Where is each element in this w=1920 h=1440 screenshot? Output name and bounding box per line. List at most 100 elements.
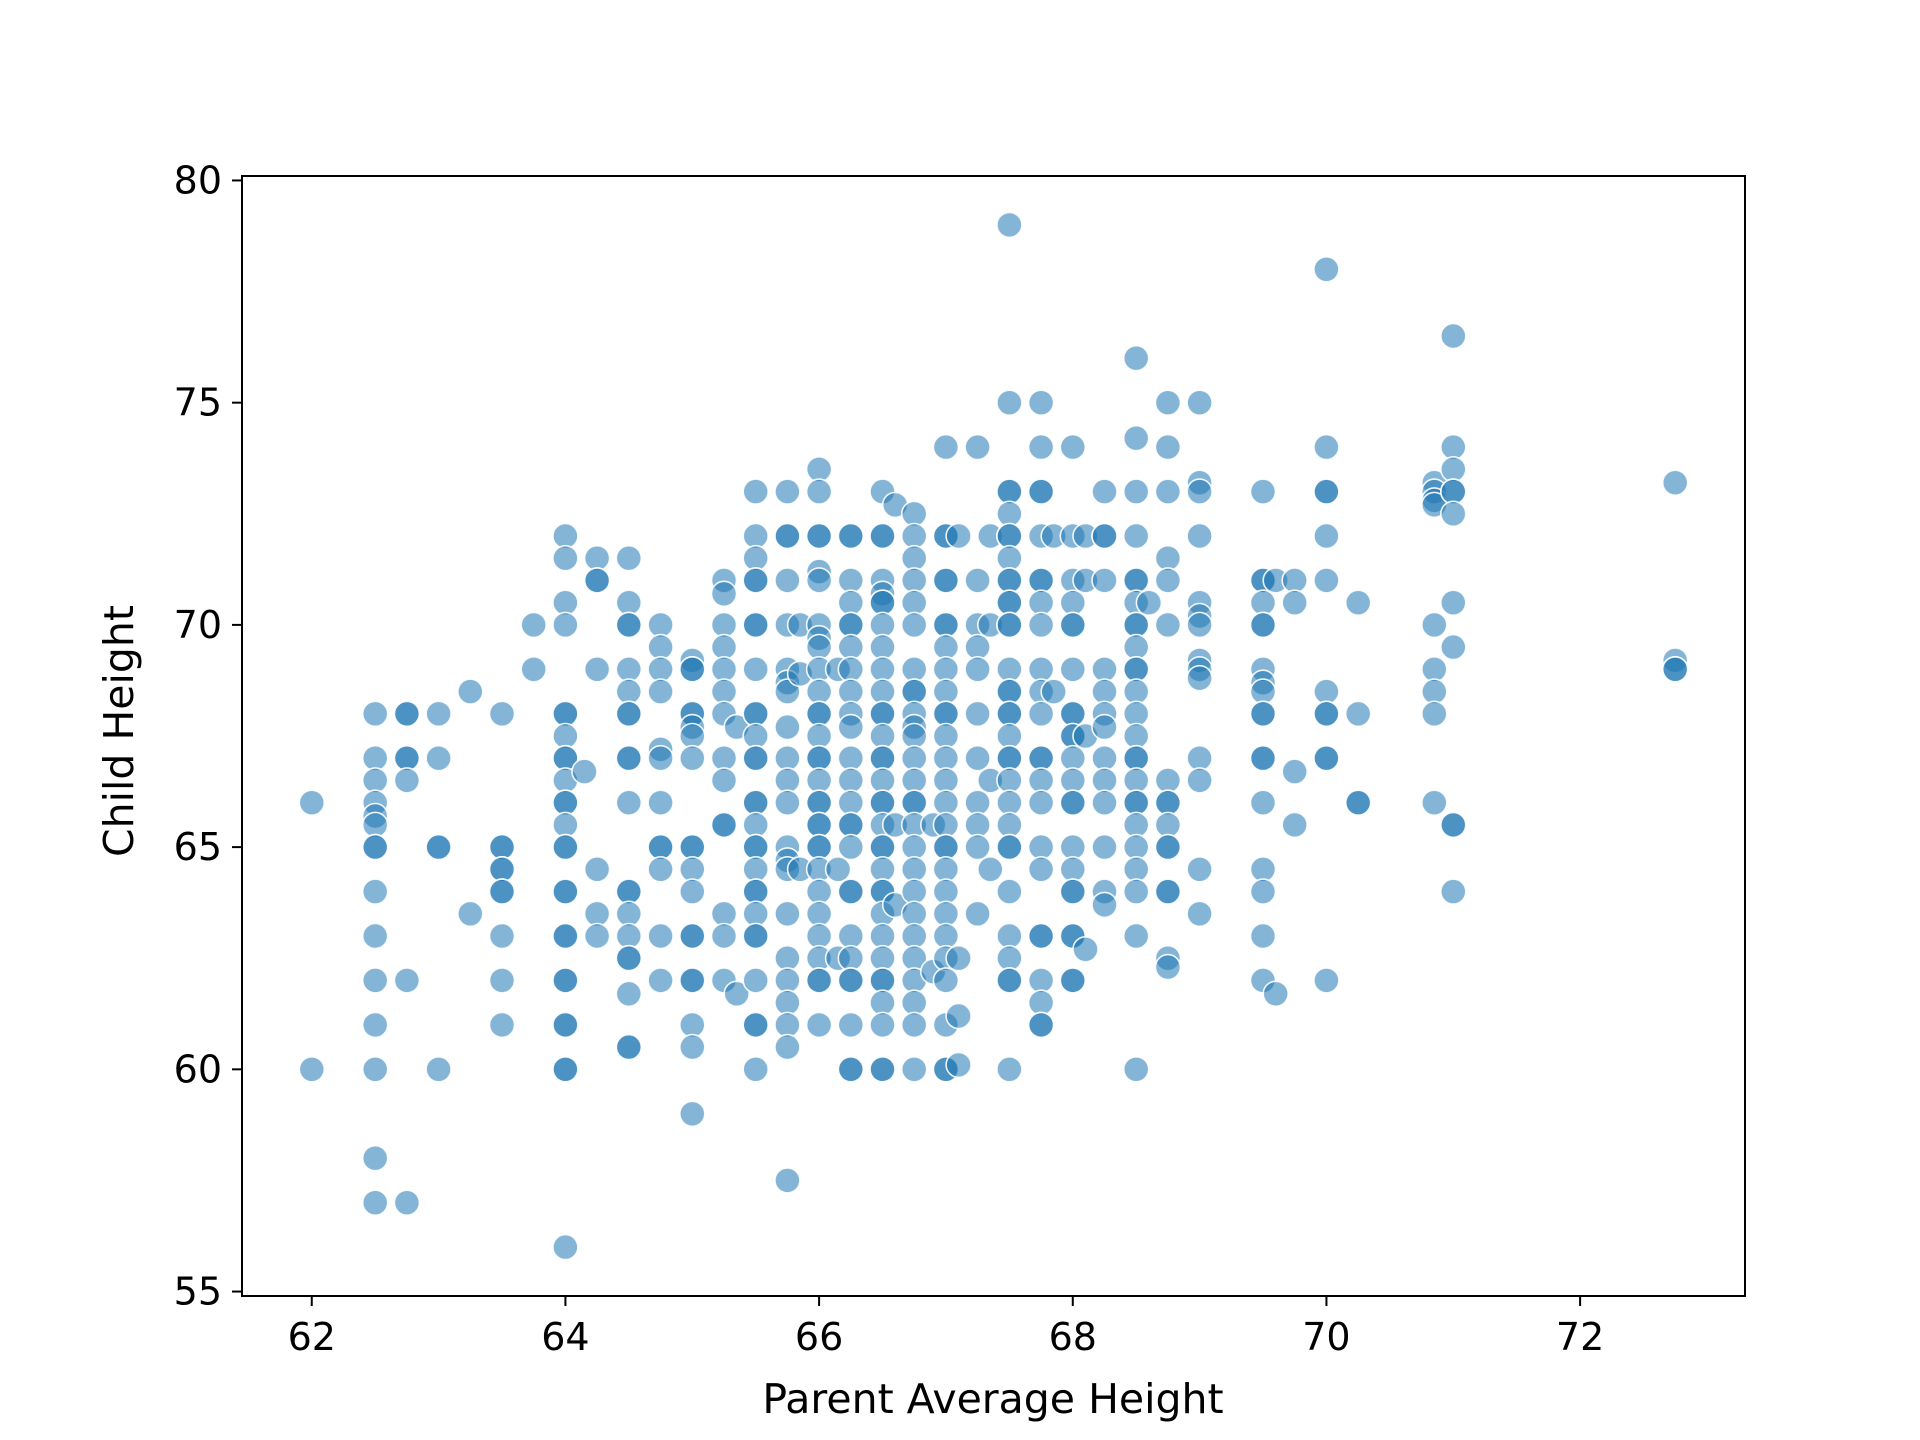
scatter-point xyxy=(1313,744,1340,772)
scatter-point xyxy=(945,1002,972,1030)
scatter-point xyxy=(996,922,1023,950)
scatter-point xyxy=(996,1056,1023,1083)
scatter-point xyxy=(615,744,643,772)
scatter-point xyxy=(900,544,928,572)
scatter-point xyxy=(1249,478,1277,505)
scatter-point xyxy=(1122,478,1150,505)
scatter-point xyxy=(393,767,421,794)
scatter-point xyxy=(1122,833,1150,861)
scatter-point xyxy=(996,522,1023,550)
scatter-point xyxy=(996,678,1023,705)
scatter-point xyxy=(996,944,1023,972)
scatter-point xyxy=(552,700,579,728)
scatter-point xyxy=(964,700,991,728)
scatter-point xyxy=(583,544,611,572)
scatter-point xyxy=(1027,433,1055,461)
scatter-point xyxy=(805,767,833,794)
scatter-point xyxy=(932,811,960,839)
scatter-point xyxy=(964,900,991,928)
y-tick-label: 70 xyxy=(174,603,222,647)
scatter-point xyxy=(976,855,1004,883)
scatter-point xyxy=(742,544,770,572)
scatter-point xyxy=(583,922,611,950)
scatter-point xyxy=(1027,967,1055,994)
scatter-point xyxy=(647,789,674,817)
scatter-point xyxy=(1249,789,1277,817)
scatter-point xyxy=(361,922,389,950)
scatter-point xyxy=(1027,1011,1055,1039)
scatter-point xyxy=(615,678,643,705)
scatter-point xyxy=(1421,789,1448,817)
scatter-point xyxy=(488,878,516,905)
scatter-point xyxy=(1027,833,1055,861)
scatter-point xyxy=(1154,478,1182,505)
scatter-point xyxy=(583,655,611,683)
scatter-point xyxy=(869,633,896,661)
scatter-point xyxy=(900,989,928,1017)
scatter-point xyxy=(996,744,1023,772)
scatter-point xyxy=(710,633,738,661)
scatter-point xyxy=(900,522,928,550)
scatter-point xyxy=(964,433,991,461)
scatter-points xyxy=(298,211,1689,1261)
scatter-point xyxy=(805,567,833,594)
scatter-point xyxy=(742,789,770,817)
scatter-point xyxy=(932,855,960,883)
scatter-point xyxy=(678,967,706,994)
scatter-point xyxy=(900,922,928,950)
scatter-point xyxy=(1122,424,1150,452)
scatter-point xyxy=(615,944,643,972)
scatter-point xyxy=(647,633,674,661)
scatter-point xyxy=(900,855,928,883)
scatter-point xyxy=(710,900,738,928)
scatter-point xyxy=(647,967,674,994)
scatter-point xyxy=(774,789,801,817)
scatter-point xyxy=(869,522,896,550)
scatter-point xyxy=(900,744,928,772)
y-tick-label: 75 xyxy=(174,381,222,425)
scatter-point xyxy=(869,789,896,817)
scatter-point xyxy=(456,678,484,705)
y-axis-ticks: 55 60 65 70 75 80 xyxy=(174,158,242,1314)
scatter-point xyxy=(774,767,801,794)
scatter-point xyxy=(488,922,516,950)
scatter-point xyxy=(1440,500,1467,528)
scatter-point xyxy=(710,678,738,705)
scatter-point xyxy=(837,811,865,839)
scatter-point xyxy=(742,855,770,883)
scatter-point xyxy=(1313,433,1340,461)
scatter-point xyxy=(805,1011,833,1039)
scatter-point xyxy=(996,567,1023,594)
scatter-point xyxy=(900,722,928,750)
scatter-point xyxy=(710,744,738,772)
scatter-point xyxy=(1059,700,1087,728)
scatter-point xyxy=(488,700,516,728)
scatter-point xyxy=(647,744,674,772)
scatter-point xyxy=(647,855,674,883)
scatter-point xyxy=(520,655,548,683)
scatter-point xyxy=(710,655,738,683)
scatter-point xyxy=(742,900,770,928)
scatter-point xyxy=(900,589,928,617)
scatter-point xyxy=(774,967,801,994)
scatter-point xyxy=(964,744,991,772)
scatter-point xyxy=(1122,767,1150,794)
scatter-point xyxy=(837,633,865,661)
scatter-point xyxy=(900,611,928,639)
scatter-point xyxy=(1186,389,1213,417)
scatter-point xyxy=(900,789,928,817)
scatter-point xyxy=(361,1189,389,1216)
scatter-point xyxy=(1186,744,1213,772)
scatter-point xyxy=(1122,722,1150,750)
scatter-point xyxy=(742,1056,770,1083)
scatter-point xyxy=(996,389,1023,417)
x-tick-label: 68 xyxy=(1049,1315,1097,1359)
scatter-point xyxy=(678,722,706,750)
x-tick-label: 72 xyxy=(1556,1315,1604,1359)
scatter-point xyxy=(1122,344,1150,372)
scatter-point xyxy=(1027,567,1055,594)
scatter-point xyxy=(647,922,674,950)
scatter-point xyxy=(678,1100,706,1128)
scatter-point xyxy=(393,700,421,728)
scatter-point xyxy=(1154,789,1182,817)
